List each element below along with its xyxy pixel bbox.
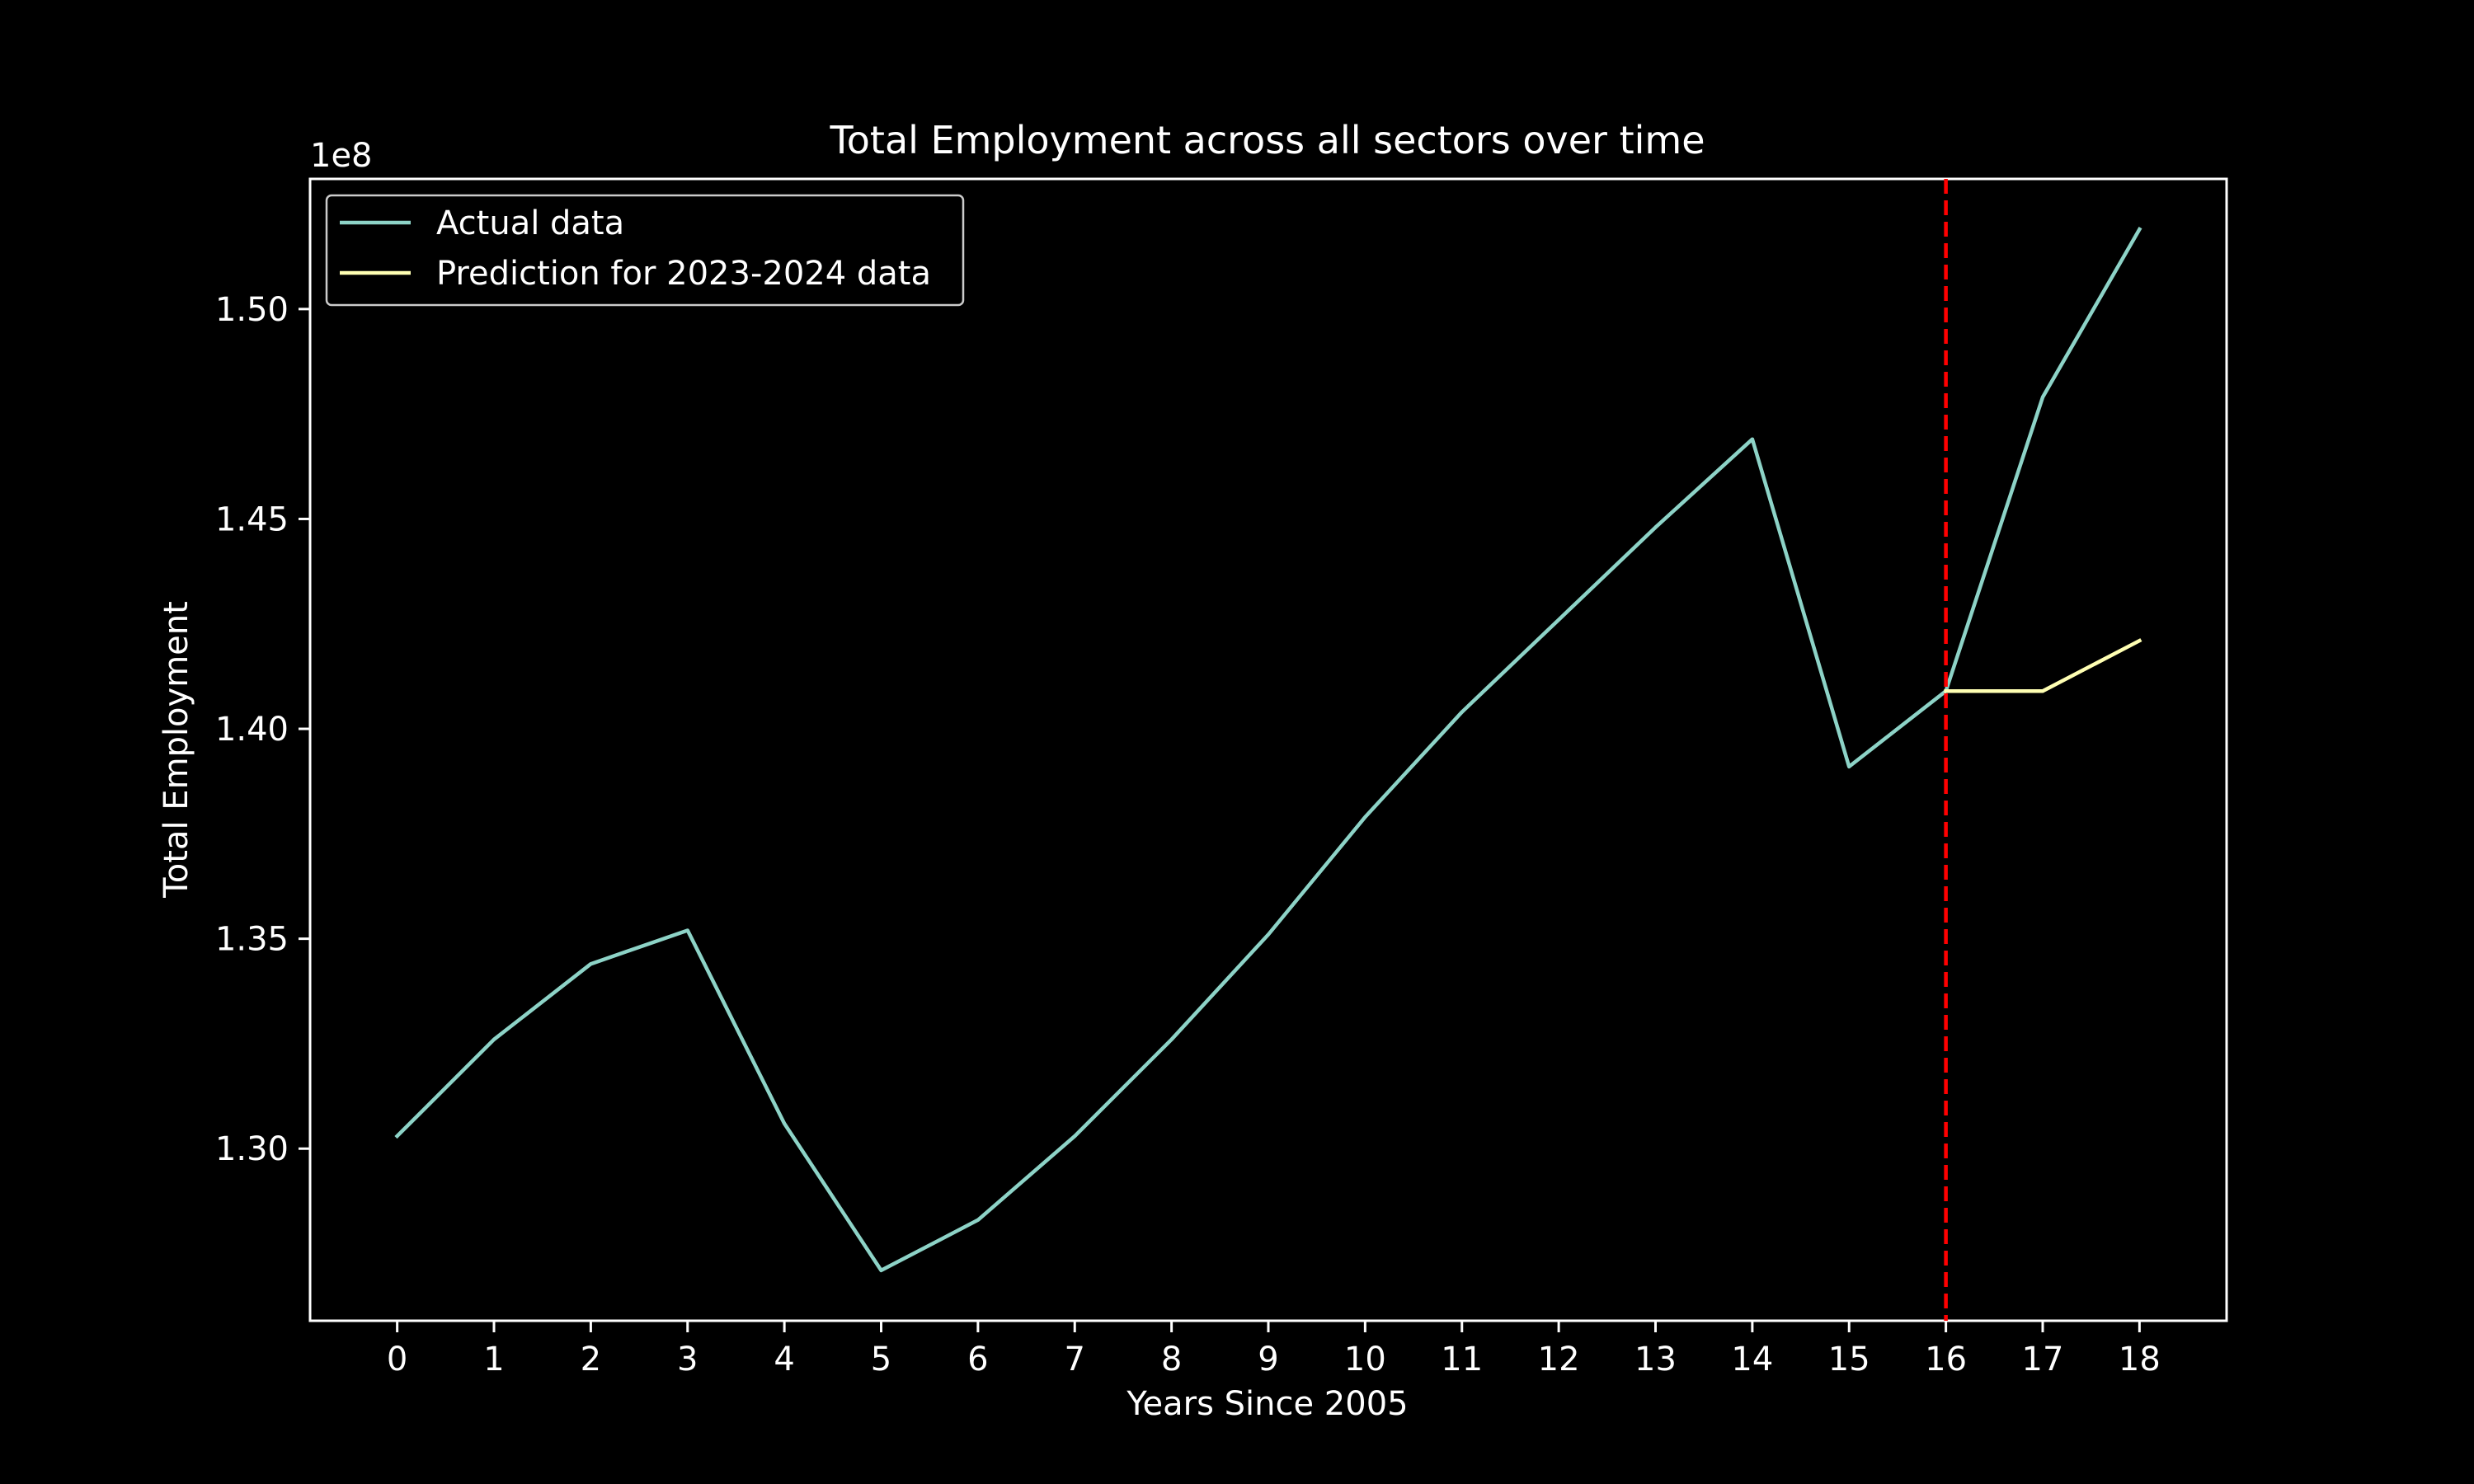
x-tick-label: 13 bbox=[1634, 1341, 1677, 1378]
y-axis-label: Total Employment bbox=[158, 601, 195, 899]
x-tick-label: 17 bbox=[2022, 1341, 2064, 1378]
x-tick-label: 8 bbox=[1161, 1341, 1182, 1378]
x-tick-label: 3 bbox=[677, 1341, 698, 1378]
y-axis-ticks: 1.30 1.35 1.40 1.45 1.50 bbox=[215, 291, 310, 1168]
x-tick-label: 12 bbox=[1538, 1341, 1580, 1378]
y-offset-label: 1e8 bbox=[310, 137, 373, 175]
x-tick-label: 11 bbox=[1441, 1341, 1483, 1378]
x-tick-label: 1 bbox=[483, 1341, 504, 1378]
legend: Actual data Prediction for 2023-2024 data bbox=[325, 194, 965, 307]
y-tick-label: 1.50 bbox=[215, 291, 289, 329]
x-tick-label: 7 bbox=[1065, 1341, 1085, 1378]
y-tick-label: 1.45 bbox=[215, 500, 289, 538]
x-axis-ticks: 0 1 2 3 4 5 6 7 8 9 10 11 12 13 14 15 16 17 18 bbox=[387, 1321, 2161, 1378]
y-tick-label: 1.30 bbox=[215, 1130, 289, 1168]
legend-box bbox=[325, 194, 965, 307]
x-tick-label: 16 bbox=[1925, 1341, 1967, 1378]
series-lines bbox=[394, 227, 2142, 1273]
x-tick-label: 18 bbox=[2119, 1341, 2161, 1378]
x-tick-label: 9 bbox=[1258, 1341, 1278, 1378]
chart-title: Total Employment across all sectors over… bbox=[829, 118, 1705, 162]
x-tick-label: 15 bbox=[1828, 1341, 1870, 1378]
x-tick-label: 0 bbox=[387, 1341, 407, 1378]
x-tick-label: 4 bbox=[774, 1341, 794, 1378]
actual-data-line bbox=[394, 227, 2142, 1273]
x-tick-label: 14 bbox=[1731, 1341, 1773, 1378]
x-axis-label: Years Since 2005 bbox=[1126, 1385, 1408, 1423]
x-tick-label: 2 bbox=[581, 1341, 601, 1378]
legend-label-actual: Actual data bbox=[436, 204, 624, 242]
x-tick-label: 6 bbox=[967, 1341, 988, 1378]
x-tick-label: 10 bbox=[1344, 1341, 1386, 1378]
prediction-line bbox=[1944, 638, 2142, 693]
y-tick-label: 1.40 bbox=[215, 711, 289, 749]
y-tick-label: 1.35 bbox=[215, 921, 289, 959]
legend-label-prediction: Prediction for 2023-2024 data bbox=[436, 255, 931, 293]
x-tick-label: 5 bbox=[871, 1341, 891, 1378]
